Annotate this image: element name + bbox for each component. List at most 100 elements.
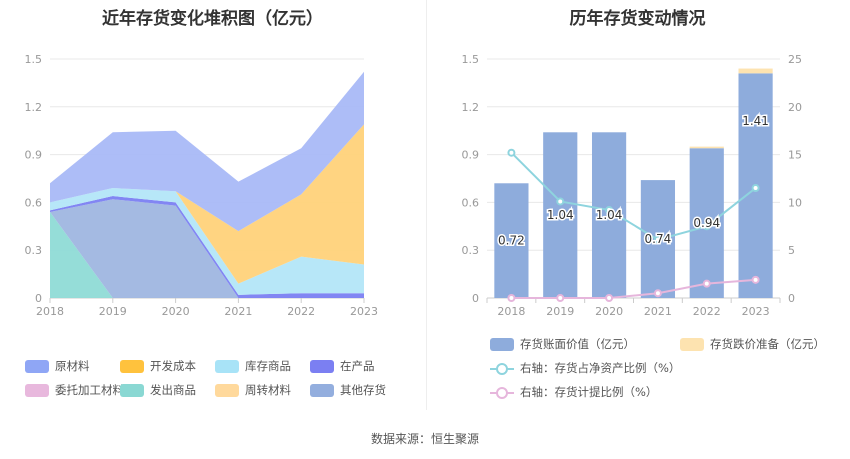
legend-label: 周转材料 xyxy=(245,383,291,397)
y-tick-label: 0.6 xyxy=(25,196,43,209)
legend-swatch xyxy=(215,359,239,373)
x-tick-label: 2019 xyxy=(546,305,574,318)
y2-tick-label: 20 xyxy=(788,101,802,114)
legend-swatch xyxy=(25,359,49,373)
line-point xyxy=(556,197,565,206)
line-point xyxy=(605,294,614,302)
x-tick-label: 2018 xyxy=(497,305,525,318)
line-point xyxy=(653,289,662,298)
line-point xyxy=(653,235,662,244)
bar-book-value xyxy=(494,183,529,298)
bar-impairment xyxy=(689,146,724,149)
legend-label: 发出商品 xyxy=(150,383,196,397)
line-point xyxy=(702,222,711,231)
y2-tick-label: 25 xyxy=(788,53,802,66)
legend-swatch xyxy=(25,383,49,397)
y-tick-label: 0.9 xyxy=(462,149,480,162)
legend-label: 右轴：存货计提比例（%） xyxy=(520,385,658,399)
y-tick-label: 0.3 xyxy=(462,244,480,257)
legend-label: 存货跌价准备（亿元） xyxy=(710,337,825,351)
bar-impairment xyxy=(738,68,773,74)
y-tick-label: 0.6 xyxy=(462,196,480,209)
panel-divider xyxy=(426,0,427,410)
legend-swatch xyxy=(490,386,514,399)
legend-item[interactable]: 右轴：存货计提比例（%） xyxy=(490,384,657,400)
x-tick-label: 2023 xyxy=(742,305,770,318)
y2-tick-label: 0 xyxy=(788,292,795,305)
x-tick-label: 2021 xyxy=(224,305,252,318)
bar-data-label: 0.94 xyxy=(693,216,720,230)
y-tick-label: 0 xyxy=(35,292,42,305)
y-tick-label: 1.2 xyxy=(462,101,480,114)
y-tick-label: 1.5 xyxy=(462,53,480,66)
y2-tick-label: 5 xyxy=(788,244,795,257)
inventory-bar-chart: 0 0.3 0.6 0.9 1.2 1.5 0 5 10 15 20 25 2018 2019 2020 20… xyxy=(462,53,803,318)
legend-item[interactable]: 其他存货 xyxy=(310,382,386,398)
line-point xyxy=(751,275,760,284)
line-point xyxy=(507,294,516,302)
legend-label: 在产品 xyxy=(340,359,375,373)
x-tick-label: 2019 xyxy=(99,305,127,318)
legend-swatch xyxy=(310,383,334,397)
legend-label: 库存商品 xyxy=(245,359,291,373)
legend-item[interactable]: 在产品 xyxy=(310,358,375,374)
legend-item[interactable]: 右轴：存货占净资产比例（%） xyxy=(490,360,680,376)
legend-swatch xyxy=(490,362,514,375)
legend-label: 其他存货 xyxy=(340,383,386,397)
area-series xyxy=(50,124,364,284)
area-series xyxy=(50,71,364,232)
legend-item[interactable]: 库存商品 xyxy=(215,358,291,374)
legend-label: 开发成本 xyxy=(150,359,196,373)
x-tick-label: 2020 xyxy=(595,305,623,318)
legend-swatch xyxy=(215,383,239,397)
line-point xyxy=(556,294,565,302)
data-source: 数据来源：恒生聚源 xyxy=(370,432,479,446)
bar-data-label: 1.04 xyxy=(547,208,574,222)
legend-label: 存货账面价值（亿元） xyxy=(520,337,635,351)
legend-swatch xyxy=(490,337,514,351)
legend-item[interactable]: 原材料 xyxy=(25,358,90,374)
legend-swatch xyxy=(120,383,144,397)
legend-item[interactable]: 存货账面价值（亿元） xyxy=(490,336,635,352)
area-series xyxy=(50,211,364,298)
bar-data-label: 0.74 xyxy=(645,232,672,246)
line-point xyxy=(702,279,711,288)
left-chart-title: 近年存货变化堆积图（亿元） xyxy=(102,9,323,29)
x-tick-label: 2023 xyxy=(350,305,378,318)
bar-data-label: 0.72 xyxy=(498,234,525,248)
legend-item[interactable]: 周转材料 xyxy=(215,382,291,398)
x-tick-label: 2021 xyxy=(644,305,672,318)
line-series xyxy=(510,151,757,241)
line-point xyxy=(751,184,760,193)
legend-label: 原材料 xyxy=(55,359,90,373)
y2-tick-label: 10 xyxy=(788,196,802,209)
line-series xyxy=(511,278,756,299)
line-point xyxy=(507,148,516,157)
legend-label: 右轴：存货占净资产比例（%） xyxy=(520,361,681,375)
y2-tick-label: 15 xyxy=(788,149,802,162)
y-tick-label: 1.2 xyxy=(25,101,43,114)
bar-data-label: 1.04 xyxy=(596,208,623,222)
legend-item[interactable]: 存货跌价准备（亿元） xyxy=(680,336,825,352)
legend-swatch xyxy=(120,359,144,373)
legend-item[interactable]: 发出商品 xyxy=(120,382,196,398)
y-tick-label: 0 xyxy=(472,292,479,305)
legend-item[interactable]: 委托加工材料 xyxy=(25,382,124,398)
legend-swatch xyxy=(680,337,704,351)
bar-book-value xyxy=(543,132,578,298)
x-tick-label: 2018 xyxy=(36,305,64,318)
legend-label: 委托加工材料 xyxy=(55,383,124,397)
area-series xyxy=(50,188,364,295)
y-tick-label: 0.3 xyxy=(25,244,43,257)
bar-book-value xyxy=(591,132,627,298)
legend-swatch xyxy=(310,359,334,373)
x-tick-label: 2022 xyxy=(693,305,721,318)
right-chart-title: 历年存货变动情况 xyxy=(569,9,706,29)
x-tick-label: 2020 xyxy=(162,305,190,318)
legend-item[interactable]: 开发成本 xyxy=(120,358,196,374)
area-series xyxy=(50,199,364,298)
x-tick-label: 2022 xyxy=(287,305,315,318)
bar-data-label: 1.41 xyxy=(742,114,769,128)
stacked-area-chart: 0 0.3 0.6 0.9 1.2 1.5 2018 2019 2020 2021 2022 2023 xyxy=(25,53,379,318)
